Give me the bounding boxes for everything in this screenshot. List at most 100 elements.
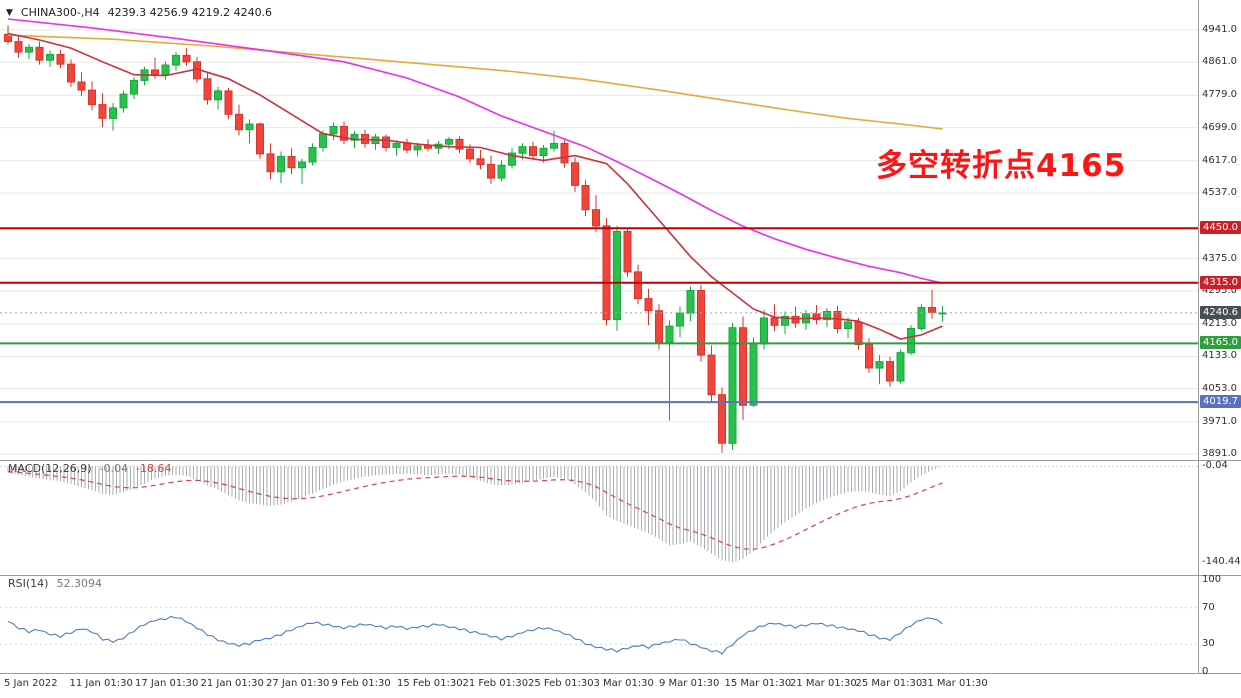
candle-body (613, 231, 621, 321)
candle-body (455, 138, 464, 150)
candle-body (277, 155, 285, 173)
candle-body (844, 321, 852, 329)
candle-body (886, 361, 894, 382)
candle-body (382, 136, 390, 148)
time-axis-label: 15 Feb 01:30 (397, 678, 463, 689)
time-axis-label: 25 Mar 01:30 (855, 678, 923, 689)
candle-body (697, 290, 705, 356)
candle-body (497, 164, 506, 179)
time-axis-label: 21 Feb 01:30 (462, 678, 529, 689)
candle-body (634, 271, 642, 300)
candle-body (602, 225, 611, 321)
candle-body (413, 145, 422, 151)
chart-symbol-label: CHINA300-,H4 (20, 6, 100, 19)
candle-body (46, 54, 54, 61)
candle-body (728, 327, 737, 444)
candle-body (560, 142, 569, 164)
candle-body (88, 89, 96, 106)
macd-main-value: -0.04 (99, 462, 129, 475)
candle-body (35, 46, 44, 61)
time-axis: 5 Jan 2022 11 Jan 01:30 17 Jan 01:30 21 Jan… (0, 676, 1241, 698)
annotation-text[interactable]: 多空转折点4165 (876, 148, 1127, 184)
candle-body (823, 311, 831, 321)
candle-body (319, 133, 327, 148)
candle-body (739, 327, 747, 406)
candle-body (770, 317, 779, 326)
candle-body (623, 231, 632, 273)
candle-body (392, 142, 401, 148)
candle-body (56, 54, 65, 65)
candle-body (676, 312, 684, 327)
candle-body (571, 162, 579, 186)
candle-body (235, 113, 243, 131)
chart-header: ▼ CHINA300-,H4 4239.3 4256.9 4219.2 4240… (6, 6, 272, 19)
candle-body (907, 328, 915, 354)
candle-body (550, 142, 558, 149)
candle-body (203, 78, 212, 101)
candle-body (403, 142, 411, 151)
candle-body (151, 69, 159, 76)
rsi-line (7, 615, 943, 655)
time-axis-label: 11 Jan 01:30 (69, 678, 133, 689)
candle-body (161, 64, 170, 76)
candle-body (581, 185, 590, 211)
rsi-name: RSI(14) (8, 577, 49, 590)
time-axis-label: 17 Jan 01:30 (135, 678, 199, 689)
candle-body (445, 138, 453, 145)
candle-body (781, 315, 789, 326)
ma-mid-magenta-line (7, 18, 943, 284)
candle-body (928, 307, 936, 313)
candle-body (98, 104, 107, 119)
candle-body (487, 163, 495, 179)
candle-body (833, 311, 842, 329)
candle-body (119, 93, 128, 109)
ma-fast-red-line (7, 32, 943, 340)
candle-body (424, 145, 432, 149)
time-axis-label: 21 Jan 01:30 (200, 678, 264, 689)
candle-body (529, 146, 537, 157)
time-axis-label: 15 Mar 01:30 (724, 678, 792, 689)
candle-body (917, 307, 926, 329)
candle-body (172, 54, 180, 66)
macd-name: MACD(12,26,9) (8, 462, 92, 475)
candle-body (340, 126, 348, 141)
macd-signal-line (7, 471, 943, 550)
candle-body (791, 315, 800, 324)
candle-body (896, 352, 905, 382)
time-axis-label: 31 Mar 01:30 (921, 678, 988, 689)
candle-body (298, 161, 306, 169)
candle-body (812, 313, 821, 321)
chart-menu-icon[interactable]: ▼ (6, 7, 13, 18)
candle-body (718, 394, 726, 444)
candle-body (865, 344, 873, 369)
time-axis-label: 27 Jan 01:30 (266, 678, 330, 689)
candle-body (130, 79, 138, 95)
rsi-value: 52.3094 (56, 577, 102, 590)
candle-body (518, 146, 527, 154)
candle-body (875, 361, 884, 369)
candle-body (760, 317, 768, 345)
candle-body (77, 81, 86, 91)
time-axis-label: 3 Mar 01:30 (593, 678, 654, 689)
candle-body (256, 123, 264, 155)
candle-body (224, 90, 233, 115)
time-axis-label: 9 Mar 01:30 (659, 678, 720, 689)
candle-body (182, 54, 191, 63)
time-axis-label: 9 Feb 01:30 (331, 678, 391, 689)
candle-body (14, 41, 23, 53)
candle-body (266, 153, 275, 173)
rsi-indicator-label: RSI(14) 52.3094 (8, 577, 102, 590)
chart-ohlc-values: 4239.3 4256.9 4219.2 4240.6 (107, 6, 273, 19)
candle-body (245, 123, 254, 131)
candle-body (67, 63, 75, 83)
candle-body (476, 158, 485, 166)
candle-body (329, 126, 338, 135)
macd-indicator-label: MACD(12,26,9) -0.04 -18.64 (8, 462, 171, 475)
candle-body (854, 321, 863, 346)
candle-body (749, 343, 758, 406)
candle-body (25, 46, 33, 53)
candle-body (665, 325, 674, 343)
candle-body (508, 152, 516, 166)
